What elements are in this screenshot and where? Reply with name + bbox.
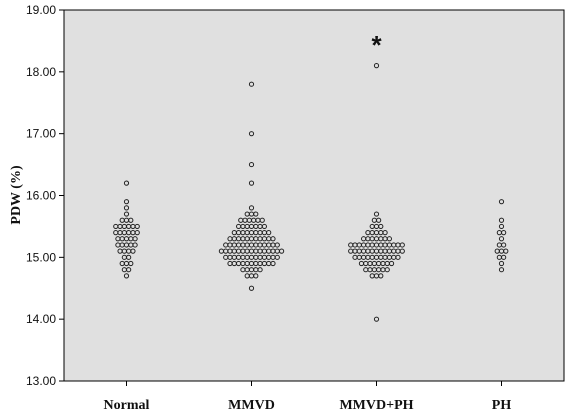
data-point: [498, 199, 505, 205]
data-point: [123, 211, 130, 217]
data-point: [503, 248, 509, 254]
data-point: [382, 230, 388, 236]
y-tick-label: 16.00: [26, 189, 56, 203]
x-category-label: Normal: [104, 398, 150, 413]
data-point: [373, 316, 380, 322]
x-category-label: MMVD+PH: [339, 398, 413, 413]
data-point: [248, 161, 255, 168]
x-category-label: MMVD: [228, 398, 275, 413]
data-point: [274, 254, 280, 260]
x-category-label: PH: [492, 398, 512, 413]
y-tick-label: 17.00: [26, 127, 56, 141]
data-point: [386, 236, 392, 242]
data-point: [501, 230, 507, 236]
data-point: [270, 260, 276, 267]
data-point: [248, 285, 255, 291]
data-point: [123, 273, 130, 279]
data-point: [399, 242, 405, 248]
data-point: [384, 267, 390, 273]
data-point: [259, 217, 265, 223]
outlier-annotation: *: [371, 30, 382, 60]
data-point: [378, 273, 384, 279]
data-point: [261, 223, 267, 230]
data-point: [248, 205, 255, 211]
y-tick-label: 14.00: [26, 312, 56, 326]
data-point: [270, 236, 276, 242]
data-point: [248, 131, 255, 137]
data-point: [378, 223, 384, 230]
data-point: [399, 248, 405, 254]
data-point: [373, 63, 380, 69]
y-tick-label: 19.00: [26, 3, 56, 17]
data-point: [388, 260, 395, 267]
data-point: [128, 217, 134, 223]
data-point: [248, 81, 255, 87]
y-tick-label: 13.00: [26, 374, 56, 388]
data-point: [123, 180, 130, 186]
data-point: [274, 242, 280, 248]
y-axis-ticks: 13.00 14.00 15.00 16.00 17.00 18.00 19.00: [26, 3, 64, 388]
data-point: [123, 199, 130, 205]
data-point: [134, 230, 140, 236]
data-point: [126, 267, 132, 273]
data-point: [498, 267, 505, 273]
data-point: [501, 242, 507, 248]
data-points: [113, 63, 509, 322]
y-tick-label: 15.00: [26, 250, 56, 264]
data-point: [253, 273, 259, 279]
data-point: [501, 254, 507, 260]
data-point: [395, 254, 401, 260]
data-point: [132, 236, 138, 242]
data-point: [257, 267, 263, 273]
data-point: [498, 217, 505, 223]
data-point: [128, 260, 134, 267]
data-point: [498, 223, 505, 230]
data-point: [134, 223, 140, 230]
data-point: [266, 230, 272, 236]
data-point: [376, 217, 382, 223]
x-axis-ticks: Normal MMVD MMVD+PH PH: [104, 381, 512, 413]
data-point: [279, 248, 285, 254]
data-point: [248, 180, 255, 186]
data-point: [498, 260, 505, 267]
y-tick-label: 18.00: [26, 65, 56, 79]
y-axis-title: PDW (%): [9, 165, 24, 225]
data-point: [123, 205, 130, 211]
data-point: [498, 236, 505, 242]
data-point: [373, 211, 380, 217]
data-point: [132, 242, 138, 248]
data-point: [253, 211, 259, 217]
data-point: [126, 254, 132, 260]
data-point: [130, 248, 136, 254]
plot-area: [63, 9, 565, 382]
